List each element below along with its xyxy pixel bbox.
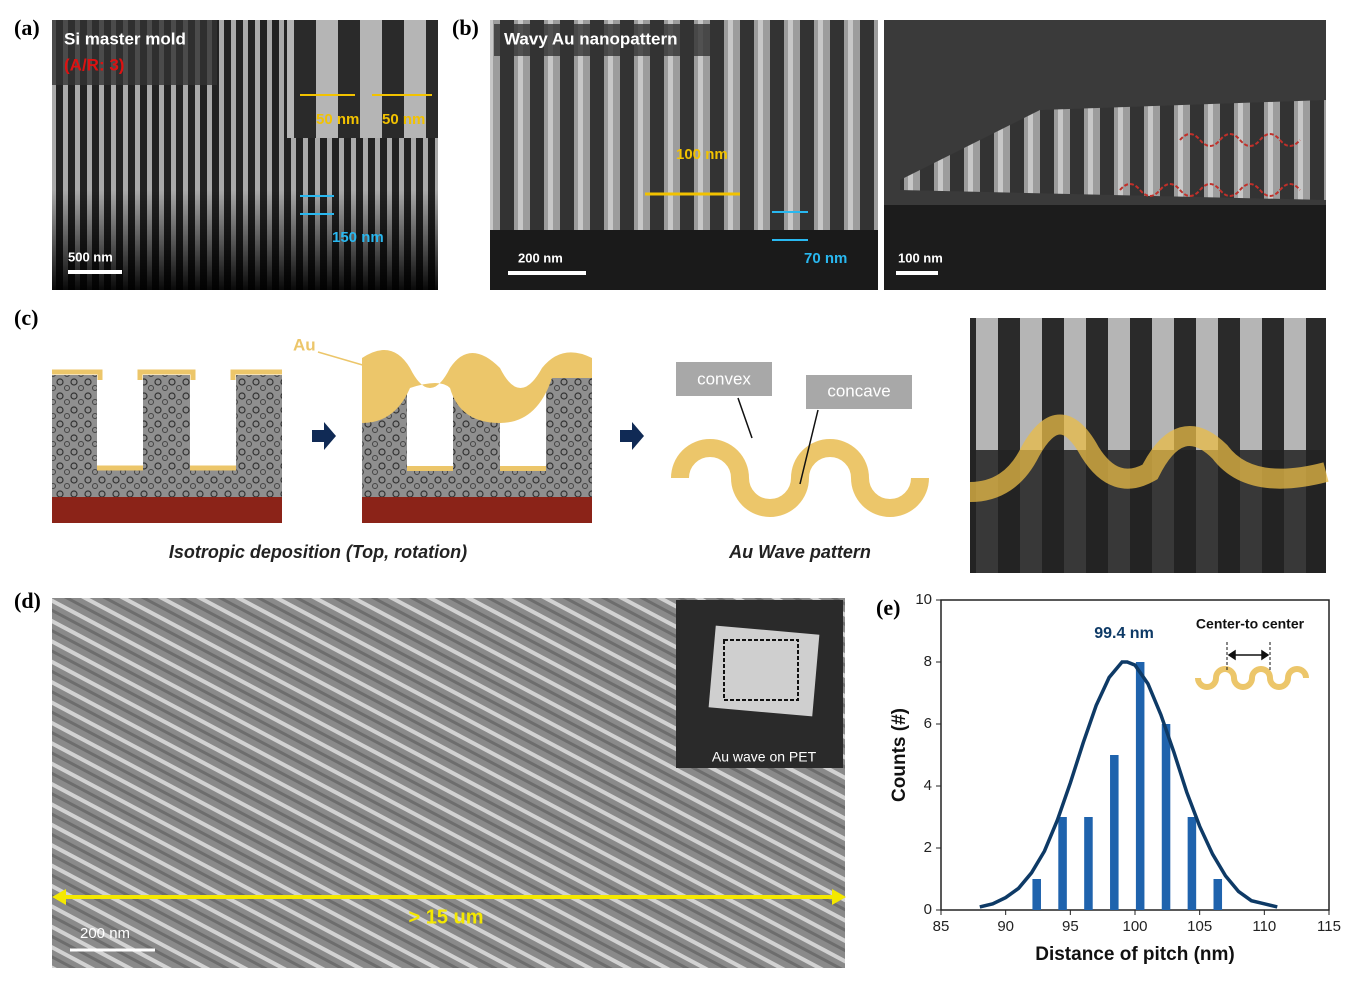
panel-label: (b): [452, 15, 479, 40]
aspect-ratio: (A/R: 3): [64, 55, 124, 74]
bar: [1032, 879, 1041, 910]
image-title: Si master mold: [64, 29, 186, 48]
y-tick-label: 0: [924, 901, 932, 918]
x-axis-title: Distance of pitch (nm): [1035, 944, 1235, 965]
label-box: [494, 24, 714, 56]
y-tick-label: 8: [924, 653, 932, 670]
mold: [52, 375, 282, 497]
y-tick-label: 2: [924, 839, 932, 856]
schematic-step1: [52, 369, 282, 523]
panel-label: (a): [14, 15, 40, 40]
scale-bar-label: 200 nm: [80, 925, 130, 942]
panel-label: (d): [14, 588, 41, 613]
substrate: [52, 497, 282, 523]
material-label: Au: [293, 335, 316, 354]
inset-label: Center-to center: [1196, 616, 1305, 632]
substrate: [884, 205, 1326, 290]
image-shade: [490, 230, 878, 290]
arrow: [312, 422, 336, 450]
bar: [1084, 817, 1093, 910]
y-tick-label: 10: [915, 591, 932, 608]
arrow: [620, 422, 644, 450]
schematic-step2: [362, 350, 592, 523]
pointer: [737, 397, 819, 485]
trench: [190, 375, 236, 470]
sample-photo: [708, 625, 820, 717]
amplitude-label: 70 nm: [804, 250, 847, 267]
sample-edge: [900, 100, 1326, 200]
panel-label: (e): [876, 595, 900, 620]
caption: Au Wave pattern: [728, 542, 871, 562]
width-label: 50 nm: [316, 111, 359, 128]
x-tick-label: 105: [1187, 918, 1212, 935]
inset-image: [287, 20, 438, 138]
au-layer: [52, 369, 282, 471]
bar: [1187, 817, 1197, 910]
bar: [1213, 879, 1223, 910]
trench: [407, 375, 453, 470]
x-tick-label: 90: [997, 918, 1014, 935]
label-box: [806, 375, 912, 409]
inset-arrow: [1227, 649, 1270, 661]
y-tick-label: 6: [924, 715, 932, 732]
x-tick-label: 115: [1317, 918, 1341, 935]
label-box: [676, 362, 772, 396]
au-layer: [362, 350, 592, 423]
concave-label: concave: [827, 381, 890, 400]
y-axis-title: Counts (#): [889, 708, 910, 802]
x-tick-label: 110: [1252, 918, 1276, 935]
x-tick-label: 85: [933, 918, 950, 935]
active-area: [723, 639, 799, 701]
pointer: [317, 351, 367, 367]
x-tick-label: 95: [1062, 918, 1079, 935]
au-layer: [500, 466, 546, 471]
au-layer: [407, 466, 453, 471]
x-tick-label: 100: [1122, 918, 1147, 935]
inset-wave: [1195, 666, 1309, 690]
image-title: Wavy Au nanopattern: [504, 29, 677, 48]
y-tick-label: 4: [924, 777, 932, 794]
label-box: [52, 20, 217, 85]
histogram: 85 90 95 100 105 110 115 0 2 4 6 8 10 Distance of pit…: [889, 591, 1341, 965]
scale-bar-label: 200 nm: [518, 250, 563, 265]
scale-bar-label: 100 nm: [898, 250, 943, 265]
panel-label: (c): [14, 305, 38, 330]
scale-bar-label: 500 nm: [68, 249, 113, 264]
width-label: 50 nm: [382, 111, 425, 128]
bar: [1110, 755, 1119, 910]
depth-label: 150 nm: [332, 229, 384, 246]
bar: [1058, 817, 1067, 910]
fit-curve: [979, 660, 1278, 909]
au-overlay: [969, 414, 1329, 502]
peak-label: 99.4 nm: [1094, 625, 1154, 642]
inset-label: Au wave on PET: [712, 749, 817, 765]
period-label: 100 nm: [676, 146, 728, 163]
bar: [1161, 724, 1171, 910]
bar: [1135, 662, 1145, 910]
convex-label: convex: [697, 369, 751, 388]
caption: Isotropic deposition (Top, rotation): [169, 542, 467, 562]
substrate: [362, 497, 592, 523]
span-label: > 15 um: [408, 906, 483, 928]
trench: [97, 375, 143, 470]
au-wave: [671, 439, 929, 517]
plot-frame: [940, 599, 1330, 911]
